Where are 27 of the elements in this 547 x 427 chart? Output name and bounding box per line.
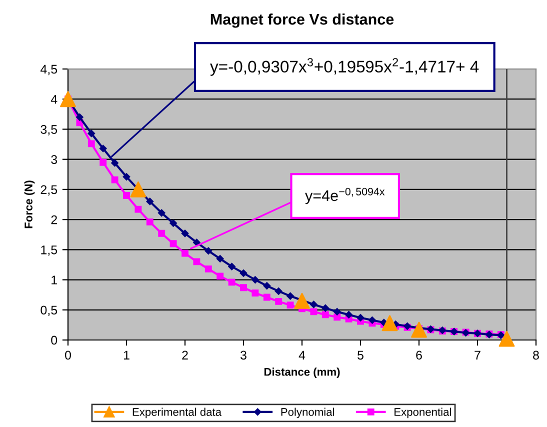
legend-label: Polynomial [281, 408, 334, 418]
legend-label: Experimental data [132, 408, 222, 418]
x-tick-label: 8 [533, 350, 539, 360]
annotation: y=4e$^{−0,5094x}$ [305, 188, 385, 204]
y-tick-label: 3,5 [40, 125, 58, 136]
annotation: y=-0,0,9307x$^{3}$+0,19595x$^{2}$-1,4717+ 4 [210, 58, 479, 76]
y-tick-label: 0,5 [40, 306, 58, 316]
x-tick-label: 4 [298, 350, 306, 360]
x-tick-label: 6 [416, 350, 422, 360]
legend-label: Exponential [394, 408, 451, 418]
y-tick-label: 2 [51, 215, 57, 224]
y-tick-label: 0 [51, 336, 58, 345]
y-tick-label: 4 [50, 95, 58, 104]
x-tick-label: 2 [182, 350, 188, 360]
chart-title: Magnet force Vs distance [210, 13, 394, 28]
y-tick-label: 2,5 [40, 185, 58, 196]
x-tick-label: 5 [358, 350, 364, 360]
x-tick-label: 7 [474, 350, 480, 360]
y-tick-label: 3 [51, 155, 58, 164]
y-tick-label: 1,5 [41, 246, 58, 256]
x-tick-label: 0 [65, 350, 71, 360]
y-axis-title: Force (N) [24, 180, 35, 228]
x-tick-label: 3 [240, 350, 246, 360]
x-tick-label: 1 [124, 350, 130, 360]
y-tick-label: 4,5 [40, 64, 58, 76]
y-tick-label: 1 [52, 276, 57, 284]
x-axis-title: Distance (mm) [264, 368, 340, 378]
